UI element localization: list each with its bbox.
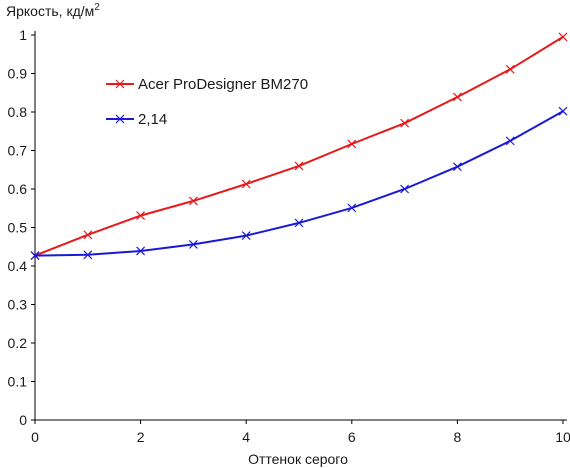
marker-stroke — [452, 162, 462, 172]
y-tick-label: 0.5 — [8, 220, 28, 236]
marker-stroke — [136, 246, 146, 256]
data-point — [188, 240, 198, 249]
data-point — [505, 64, 515, 74]
data-point — [136, 246, 146, 256]
y-tick-label: 1 — [19, 27, 27, 43]
data-point — [188, 196, 198, 206]
marker-stroke — [30, 251, 40, 261]
x-tick-label: 0 — [31, 429, 39, 445]
marker-stroke — [83, 230, 93, 240]
x-tick-label: 8 — [454, 429, 462, 445]
x-tick-label: 2 — [137, 429, 145, 445]
data-point — [452, 162, 462, 172]
marker-stroke — [505, 136, 515, 146]
series-2 — [30, 106, 568, 261]
data-point — [558, 32, 568, 42]
data-point — [452, 92, 462, 102]
y-tick-label: 0.8 — [8, 104, 28, 120]
x-tick-label: 4 — [242, 429, 250, 445]
marker-stroke — [188, 196, 198, 206]
legend-marker — [115, 79, 125, 89]
marker-stroke — [294, 218, 304, 228]
series-line — [34, 110, 564, 257]
marker-stroke — [83, 250, 93, 260]
data-point — [400, 118, 410, 128]
y-tick-label: 0.3 — [8, 297, 28, 313]
data-point — [347, 139, 357, 149]
x-axis-title: Оттенок серого — [248, 451, 348, 467]
y-tick-label: 0.7 — [8, 143, 28, 159]
legend: Acer ProDesigner BM270 2,14 — [106, 76, 308, 128]
marker-stroke — [347, 203, 357, 213]
marker-stroke — [400, 184, 410, 194]
y-tick-label: 0.6 — [8, 181, 28, 197]
y-axis-title: Яркость, кд/м2 — [6, 2, 100, 19]
marker-stroke — [400, 118, 410, 128]
series-layer — [30, 32, 568, 261]
data-point — [505, 136, 515, 146]
marker-stroke — [505, 64, 515, 74]
data-point — [241, 179, 251, 189]
y-tick-label: 0 — [19, 412, 27, 428]
legend-marker — [115, 114, 125, 124]
marker-stroke — [558, 106, 568, 116]
legend-label: Acer ProDesigner BM270 — [138, 76, 308, 93]
axes: 00.10.20.30.40.50.60.70.80.910 2 4 6 8 10 — [8, 27, 570, 445]
legend-item-2: 2,14 — [106, 111, 167, 128]
y-tick-label: 0.1 — [8, 374, 28, 390]
marker-stroke — [241, 231, 251, 241]
marker-stroke — [241, 179, 251, 189]
x-tick-label: 6 — [348, 429, 356, 445]
data-point — [83, 230, 93, 240]
marker-stroke — [136, 211, 146, 220]
marker-stroke — [188, 240, 198, 249]
marker-stroke — [347, 139, 357, 149]
legend-label: 2,14 — [138, 111, 167, 128]
data-point — [294, 161, 304, 171]
data-point — [136, 211, 146, 220]
data-point — [558, 106, 568, 116]
data-point — [30, 251, 40, 261]
marker-stroke — [115, 79, 125, 89]
data-point — [241, 231, 251, 241]
data-point — [83, 250, 93, 260]
y-tick-label: 0.4 — [8, 258, 28, 274]
data-point — [400, 184, 410, 194]
marker-stroke — [294, 161, 304, 171]
data-point — [347, 203, 357, 213]
data-point — [294, 218, 304, 228]
marker-stroke — [558, 32, 568, 42]
y-tick-label: 0.9 — [8, 66, 28, 82]
marker-stroke — [452, 92, 462, 102]
legend-item-1: Acer ProDesigner BM270 — [106, 76, 308, 93]
x-tick-label: 10 — [555, 429, 570, 445]
series-1 — [30, 32, 568, 261]
y-tick-label: 0.2 — [8, 335, 28, 351]
marker-stroke — [115, 114, 125, 124]
